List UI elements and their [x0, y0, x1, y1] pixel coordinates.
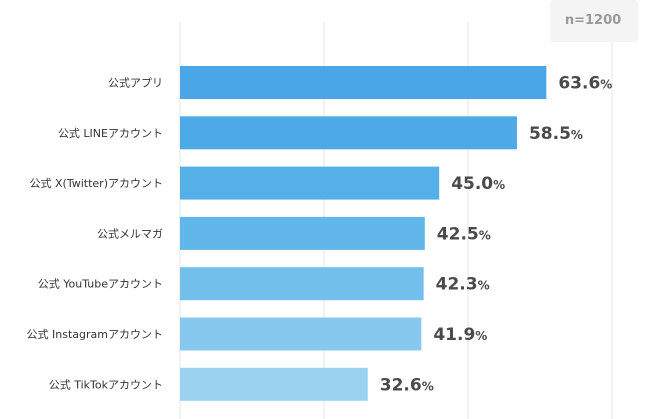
sample-size-label: n=1200: [565, 13, 621, 28]
bars: 公式アプリ 63.6% 公式 LINEアカウント 58.5% 公式 X(Twitter)…: [27, 66, 612, 401]
value-label: 41.9%: [433, 325, 487, 345]
sample-size-box: [550, 0, 638, 42]
bar: [180, 66, 547, 99]
category-label: 公式 YouTubeアカウント: [38, 278, 163, 291]
bar: [180, 367, 368, 401]
category-label: 公式メルマガ: [97, 227, 163, 240]
bar: [180, 216, 425, 250]
value-label: 45.0%: [451, 174, 505, 194]
bar: [180, 267, 424, 301]
value-label: 63.6%: [558, 74, 612, 94]
category-label: 公式 Instagramアカウント: [27, 328, 163, 341]
category-label: 公式 LINEアカウント: [58, 127, 163, 140]
value-label: 42.3%: [436, 275, 490, 295]
category-label: 公式 X(Twitter)アカウント: [30, 177, 163, 190]
bar: [180, 166, 440, 200]
bar: [180, 317, 422, 351]
value-label: 32.6%: [380, 375, 434, 395]
category-label: 公式 TikTokアカウント: [49, 378, 163, 391]
value-label: 58.5%: [529, 124, 583, 144]
bar: [180, 116, 517, 150]
value-label: 42.5%: [437, 224, 491, 244]
category-label: 公式アプリ: [108, 77, 163, 90]
